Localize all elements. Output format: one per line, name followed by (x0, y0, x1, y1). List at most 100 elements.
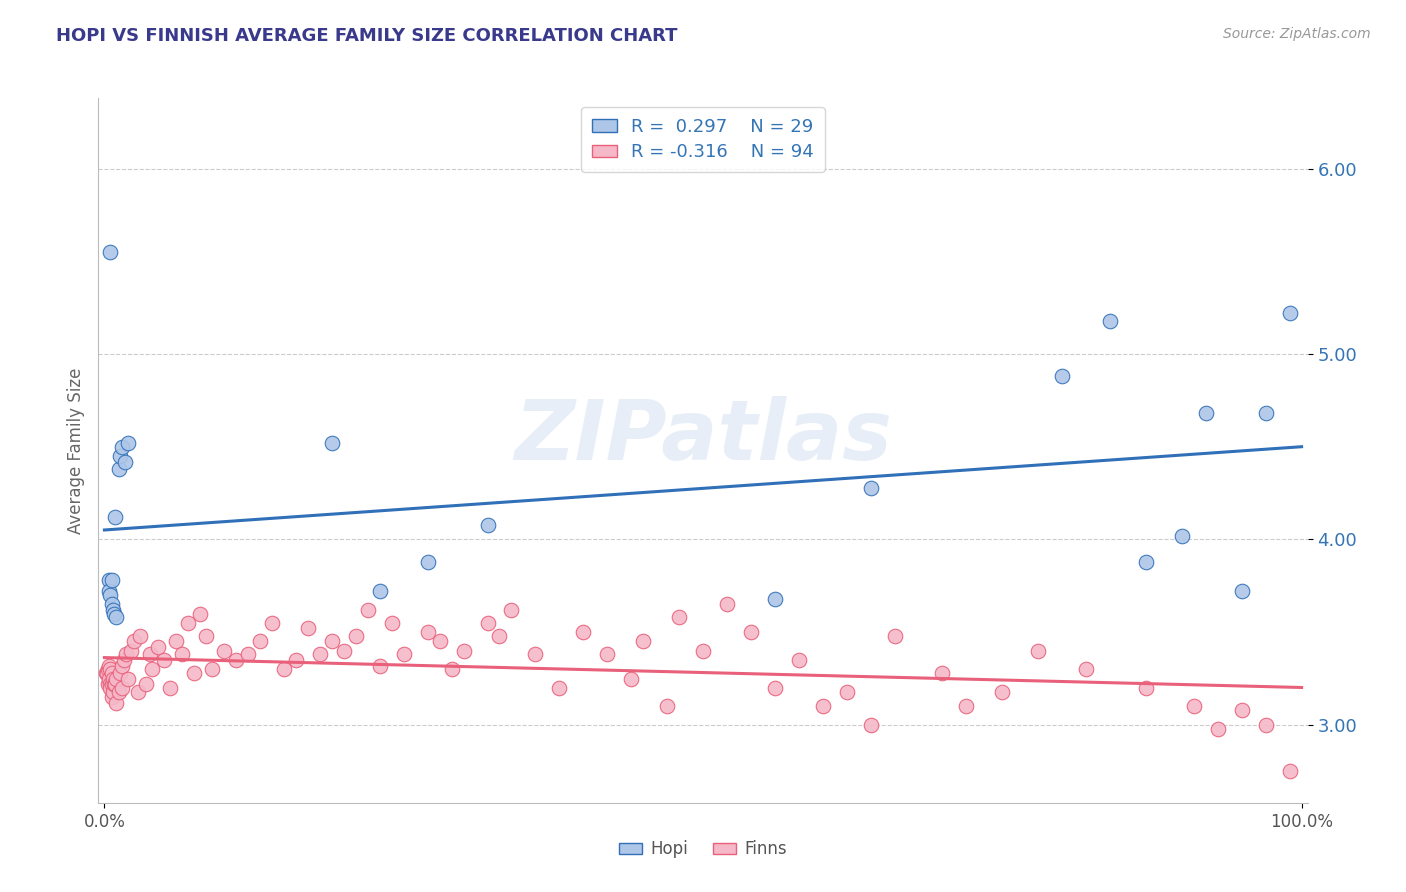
Point (100, 588, 122, 602)
Point (392, 648, 415, 662)
Point (108, 449, 131, 463)
Point (1135, 681, 1157, 695)
Point (321, 634, 343, 648)
Point (98, 672, 121, 686)
Point (101, 672, 124, 686)
Point (859, 718, 882, 732)
Point (107, 462, 129, 476)
Point (501, 603, 523, 617)
Point (100, 677, 122, 691)
Point (548, 681, 571, 695)
Point (991, 684, 1014, 698)
Point (1254, 406, 1277, 420)
Point (1206, 722, 1229, 736)
Legend: Hopi, Finns: Hopi, Finns (612, 834, 794, 865)
Text: HOPI VS FINNISH AVERAGE FAMILY SIZE CORRELATION CHART: HOPI VS FINNISH AVERAGE FAMILY SIZE CORR… (56, 27, 678, 45)
Point (477, 517, 499, 532)
Point (955, 699, 977, 714)
Point (368, 584, 391, 599)
Point (111, 681, 134, 695)
Point (453, 644, 475, 658)
Point (835, 684, 858, 698)
Point (1050, 369, 1073, 384)
Point (101, 603, 124, 617)
Point (105, 610, 128, 624)
Point (172, 648, 194, 662)
Point (135, 677, 157, 691)
Point (120, 644, 142, 658)
Point (249, 634, 271, 648)
Point (105, 672, 128, 686)
Point (100, 574, 122, 588)
Point (740, 625, 762, 640)
Point (572, 625, 595, 640)
Point (692, 644, 714, 658)
Point (100, 598, 122, 612)
Point (100, 677, 122, 691)
Point (103, 677, 125, 691)
Point (111, 440, 134, 454)
Text: ZIPatlas: ZIPatlas (515, 396, 891, 477)
Point (620, 672, 643, 686)
Point (357, 603, 380, 617)
Point (100, 665, 122, 680)
Point (141, 662, 163, 676)
Y-axis label: Average Family Size: Average Family Size (66, 368, 84, 533)
Point (477, 615, 499, 630)
Point (668, 610, 690, 624)
Point (440, 662, 463, 676)
Point (115, 648, 138, 662)
Point (1254, 718, 1277, 732)
Point (114, 454, 136, 468)
Point (1278, 306, 1301, 320)
Point (1182, 699, 1205, 714)
Point (101, 684, 124, 698)
Point (183, 665, 205, 680)
Point (139, 648, 162, 662)
Point (1171, 529, 1194, 543)
Point (1074, 662, 1097, 676)
Point (124, 634, 146, 648)
Point (333, 644, 356, 658)
Point (859, 481, 882, 495)
Point (321, 436, 343, 450)
Point (787, 653, 810, 667)
Point (111, 658, 134, 673)
Point (212, 644, 235, 658)
Point (416, 625, 439, 640)
Point (488, 629, 510, 643)
Text: Source: ZipAtlas.com: Source: ZipAtlas.com (1223, 27, 1371, 41)
Point (97, 662, 120, 676)
Point (655, 699, 678, 714)
Point (177, 615, 200, 630)
Point (631, 634, 654, 648)
Point (236, 648, 259, 662)
Point (309, 648, 332, 662)
Point (883, 629, 905, 643)
Point (98, 584, 121, 599)
Point (100, 690, 122, 705)
Point (104, 677, 127, 691)
Point (225, 653, 247, 667)
Point (297, 622, 319, 636)
Point (284, 653, 307, 667)
Point (811, 699, 834, 714)
Point (103, 607, 125, 621)
Point (1230, 584, 1253, 599)
Point (596, 648, 619, 662)
Point (148, 640, 170, 654)
Point (1278, 764, 1301, 779)
Point (273, 662, 295, 676)
Point (260, 615, 283, 630)
Point (344, 629, 367, 643)
Point (96, 665, 118, 680)
Point (98, 658, 121, 673)
Point (117, 436, 139, 450)
Point (763, 591, 786, 606)
Point (1195, 406, 1218, 420)
Point (153, 653, 176, 667)
Point (107, 684, 129, 698)
Point (188, 607, 211, 621)
Point (416, 555, 439, 569)
Point (159, 681, 181, 695)
